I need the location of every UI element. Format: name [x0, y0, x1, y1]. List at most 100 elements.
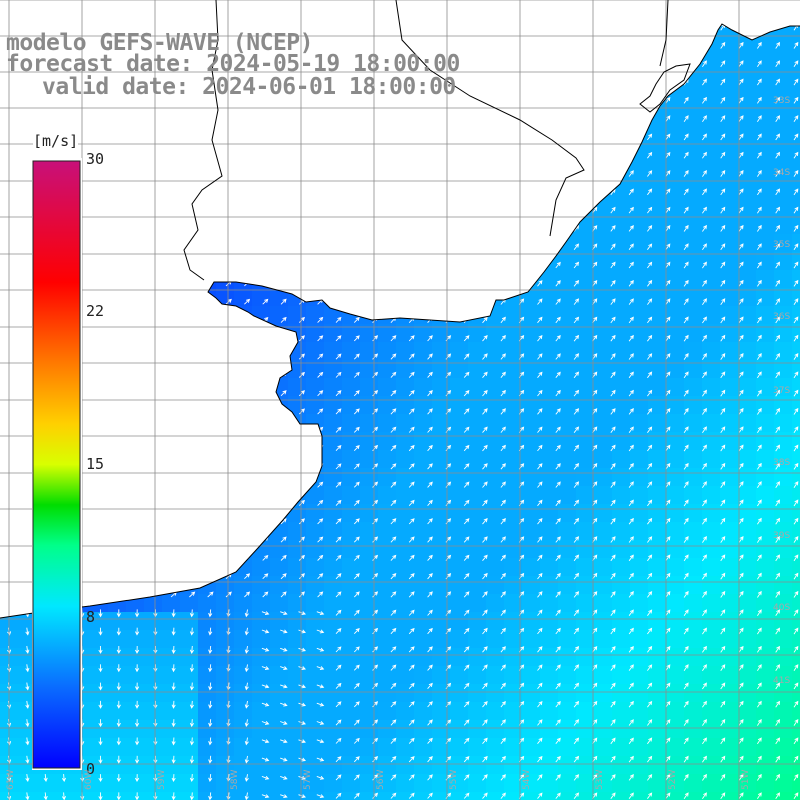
wind-arrow	[720, 737, 726, 745]
wind-speed-cell	[594, 234, 613, 253]
wind-arrow	[720, 719, 726, 726]
wind-speed-cell	[288, 306, 307, 325]
wind-arrow	[738, 499, 744, 507]
wind-arrow	[390, 573, 397, 580]
wind-arrow	[775, 792, 781, 800]
wind-speed-cell	[702, 198, 721, 217]
wind-arrow	[116, 664, 121, 673]
wind-speed-cell	[738, 216, 757, 235]
wind-arrow	[316, 647, 325, 652]
wind-speed-cell	[576, 378, 595, 397]
wind-arrow	[298, 666, 306, 670]
wind-speed-cell	[126, 630, 145, 649]
wind-arrow	[665, 682, 671, 690]
wind-arrow	[757, 426, 762, 434]
wind-speed-cell	[612, 630, 631, 649]
wind-speed-cell	[666, 702, 685, 721]
wind-speed-cell	[234, 684, 253, 703]
wind-speed-cell	[792, 738, 800, 757]
wind-speed-cell	[522, 684, 541, 703]
wind-arrow	[555, 646, 561, 653]
wind-arrow	[353, 774, 360, 781]
wind-arrow	[683, 133, 689, 141]
wind-speed-cell	[756, 432, 775, 451]
wind-arrow	[683, 279, 689, 287]
wind-arrow	[702, 60, 707, 68]
wind-arrow	[463, 719, 470, 726]
wind-arrow	[738, 554, 744, 562]
wind-speed-cell	[612, 756, 631, 775]
wind-arrow	[537, 572, 543, 580]
wind-arrow	[335, 554, 342, 561]
wind-speed-cell	[342, 558, 361, 577]
wind-arrow	[372, 609, 379, 616]
wind-speed-cell	[90, 684, 109, 703]
wind-arrow	[665, 700, 671, 708]
wind-speed-cell	[648, 144, 667, 163]
wind-speed-cell	[576, 720, 595, 739]
wind-arrow	[757, 444, 762, 452]
wind-speed-cell	[468, 414, 487, 433]
wind-arrow	[683, 682, 689, 690]
wind-arrow	[353, 591, 360, 598]
colorbar-tick-0: 0	[86, 760, 96, 778]
wind-arrow	[98, 700, 103, 709]
wind-speed-cell	[144, 594, 163, 613]
wind-arrow	[280, 554, 287, 561]
wind-speed-cell	[360, 702, 379, 721]
wind-arrow	[720, 206, 726, 214]
wind-speed-cell	[612, 702, 631, 721]
wind-speed-cell	[144, 720, 163, 739]
wind-speed-cell	[738, 144, 757, 163]
wind-arrow	[390, 371, 397, 378]
wind-arrow	[665, 536, 671, 543]
wind-speed-cell	[720, 648, 739, 667]
wind-speed-cell	[792, 468, 800, 487]
wind-speed-cell	[432, 414, 451, 433]
wind-speed-cell	[630, 666, 649, 685]
wind-arrow	[463, 353, 470, 360]
wind-speed-cell	[504, 594, 523, 613]
wind-arrow	[372, 353, 379, 360]
wind-arrow	[647, 408, 653, 415]
wind-arrow	[647, 572, 653, 580]
wind-speed-cell	[576, 576, 595, 595]
wind-arrow	[390, 408, 397, 415]
wind-arrow	[353, 609, 360, 616]
wind-speed-cell	[486, 486, 505, 505]
wind-speed-cell	[792, 198, 800, 217]
wind-speed-cell	[666, 558, 685, 577]
wind-speed-cell	[666, 306, 685, 325]
wind-speed-cell	[414, 612, 433, 631]
wind-arrow	[208, 774, 213, 783]
wind-arrow	[665, 279, 671, 287]
wind-speed-cell	[306, 324, 325, 343]
wind-arrow	[683, 224, 689, 232]
wind-arrow	[171, 627, 176, 636]
wind-arrow	[555, 389, 561, 397]
wind-speed-cell	[486, 774, 505, 793]
wind-arrow	[500, 353, 506, 360]
wind-arrow	[683, 645, 689, 653]
wind-arrow	[427, 792, 433, 799]
wind-speed-cell	[378, 414, 397, 433]
wind-arrow	[298, 721, 306, 725]
wind-arrow	[372, 664, 379, 671]
wind-arrow	[555, 371, 561, 378]
wind-speed-cell	[540, 378, 559, 397]
wind-speed-cell	[522, 738, 541, 757]
wind-arrow	[702, 407, 707, 415]
wind-speed-cell	[720, 540, 739, 559]
wind-arrow	[757, 499, 762, 507]
wind-speed-cell	[324, 594, 343, 613]
wind-arrow	[463, 463, 470, 470]
wind-arrow	[665, 664, 671, 671]
wind-speed-cell	[378, 540, 397, 559]
wind-speed-cell	[306, 738, 325, 757]
wind-arrow	[720, 188, 726, 196]
wind-speed-cell	[180, 684, 199, 703]
wind-arrow	[793, 773, 799, 781]
wind-arrow	[573, 408, 580, 415]
wind-speed-cell	[414, 558, 433, 577]
wind-arrow	[25, 755, 30, 764]
